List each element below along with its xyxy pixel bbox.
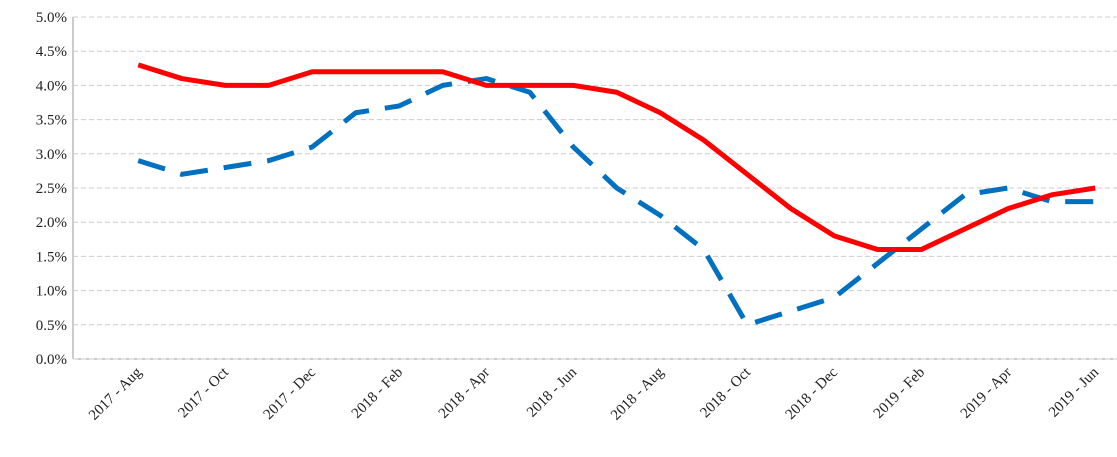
x-tick-label: 2018 - Apr: [436, 365, 493, 422]
y-tick-label: 2.5%: [36, 181, 67, 197]
x-tick-label: 2019 - Apr: [958, 365, 1015, 422]
line-series: [137, 62, 1096, 253]
y-tick-label: 4.5%: [36, 44, 67, 60]
x-tick-label: 2018 - Feb: [349, 365, 406, 422]
line-series: [137, 76, 1096, 328]
x-tick-label: 2019 - Jun: [1046, 364, 1102, 420]
x-tick-label: 2017 - Oct: [175, 364, 232, 421]
y-tick-label: 2.0%: [36, 215, 67, 231]
x-tick-label: 2018 - Aug: [608, 364, 667, 423]
y-tick-label: 1.0%: [36, 284, 67, 300]
y-tick-label: 5.0%: [36, 10, 67, 26]
x-tick-label: 2018 - Oct: [697, 364, 754, 421]
y-tick-label: 4.0%: [36, 78, 67, 94]
x-tick-label: 2019 - Feb: [871, 365, 928, 422]
y-tick-label: 3.0%: [36, 147, 67, 163]
x-tick-label: 2017 - Aug: [86, 364, 145, 423]
y-tick-label: 0.5%: [36, 318, 67, 334]
y-tick-label: 1.5%: [36, 249, 67, 265]
y-tick-label: 0.0%: [36, 352, 67, 368]
y-tick-label: 3.5%: [36, 113, 67, 129]
x-tick-label: 2017 - Dec: [261, 364, 320, 423]
x-tick-label: 2018 - Dec: [783, 364, 842, 423]
x-tick-label: 2018 - Jun: [524, 364, 580, 420]
